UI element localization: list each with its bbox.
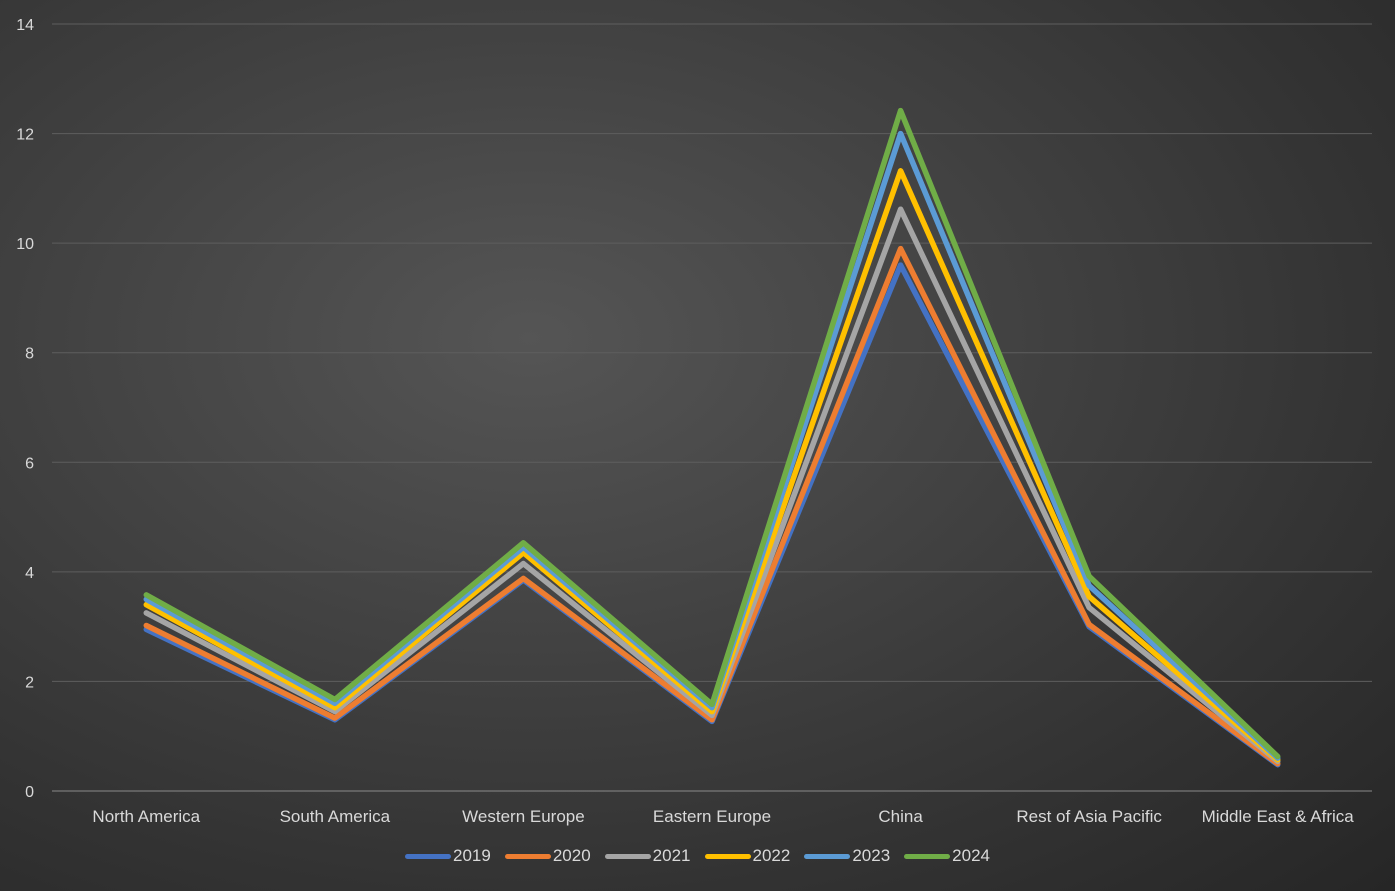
x-tick-label: Eastern Europe — [653, 807, 771, 826]
series-2022 — [143, 168, 1281, 763]
y-tick-label: 14 — [16, 17, 34, 34]
legend-label: 2020 — [552, 846, 591, 865]
series-2020 — [143, 245, 1281, 767]
legend-item: 2019 — [405, 846, 491, 866]
legend-swatch — [504, 853, 551, 859]
data-point — [1086, 594, 1092, 600]
data-point — [898, 168, 904, 174]
x-tick-label: Middle East & Africa — [1202, 807, 1355, 826]
legend-swatch — [904, 853, 951, 859]
legend-item: 2023 — [804, 846, 890, 866]
data-point — [332, 715, 338, 721]
x-tick-label: North America — [92, 807, 200, 826]
data-point — [1086, 573, 1092, 579]
data-point — [520, 540, 526, 546]
data-point — [898, 206, 904, 212]
series-2023 — [143, 130, 1281, 761]
legend-swatch — [604, 853, 651, 859]
data-point — [332, 705, 338, 711]
legend-swatch — [704, 853, 751, 859]
data-point — [898, 131, 904, 137]
series-2024 — [143, 107, 1281, 760]
series-line — [143, 206, 1281, 765]
data-point — [709, 712, 715, 718]
data-point — [332, 709, 338, 715]
data-point — [898, 108, 904, 114]
y-tick-label: 10 — [16, 236, 34, 253]
data-point — [1086, 604, 1092, 610]
data-point — [143, 610, 149, 616]
x-tick-label: Western Europe — [462, 807, 585, 826]
data-point — [1275, 753, 1281, 759]
x-tick-label: Rest of Asia Pacific — [1016, 807, 1162, 826]
y-tick-label: 0 — [25, 784, 34, 801]
data-point — [332, 697, 338, 703]
legend-swatch — [804, 853, 851, 859]
data-point — [520, 561, 526, 567]
legend: 2019 2020 2021 2022 2023 2024 — [0, 846, 1395, 866]
y-tick-label: 2 — [25, 674, 34, 691]
x-tick-label: South America — [280, 807, 391, 826]
data-point — [1086, 621, 1092, 627]
series-line — [143, 130, 1281, 761]
data-point — [1086, 583, 1092, 589]
legend-label: 2024 — [952, 846, 990, 865]
legend-label: 2021 — [652, 846, 691, 865]
data-point — [143, 623, 149, 629]
data-point — [143, 592, 149, 598]
series-2021 — [143, 206, 1281, 765]
series-line — [143, 168, 1281, 763]
legend-item: 2020 — [504, 846, 591, 866]
y-tick-label: 12 — [16, 127, 34, 144]
legend-label: 2023 — [852, 846, 891, 865]
data-point — [709, 717, 715, 723]
legend-item: 2022 — [704, 846, 791, 866]
y-tick-label: 6 — [25, 455, 34, 472]
data-point — [143, 602, 149, 608]
series-line — [143, 107, 1281, 760]
x-tick-label: China — [878, 807, 923, 826]
data-point — [520, 575, 526, 581]
legend-swatch — [405, 853, 452, 859]
y-tick-label: 4 — [25, 565, 34, 582]
data-point — [709, 709, 715, 715]
legend-item: 2021 — [604, 846, 691, 866]
legend-label: 2022 — [752, 846, 791, 865]
legend-label: 2019 — [453, 846, 491, 865]
data-point — [709, 701, 715, 707]
data-point — [332, 700, 338, 706]
data-point — [898, 246, 904, 252]
data-point — [898, 262, 904, 268]
y-tick-label: 8 — [25, 346, 34, 363]
legend-item: 2024 — [904, 846, 990, 866]
